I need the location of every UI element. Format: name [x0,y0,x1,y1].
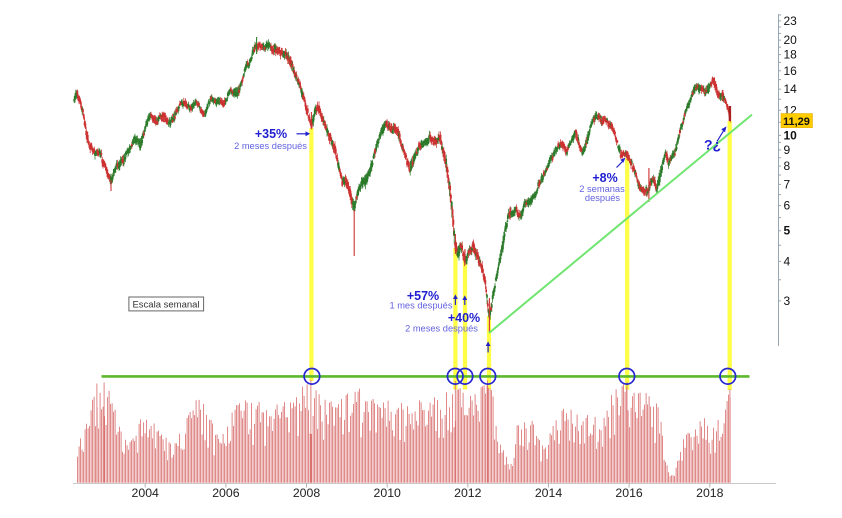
svg-text:+35%: +35% [255,127,287,141]
svg-text:?¿: ?¿ [704,137,721,153]
svg-text:9: 9 [784,143,791,157]
svg-text:2006: 2006 [212,486,240,500]
svg-text:1 mes después: 1 mes después [389,301,452,311]
svg-text:2 meses después: 2 meses después [234,141,307,151]
svg-text:23: 23 [784,14,798,28]
svg-text:8: 8 [784,159,791,173]
svg-text:20: 20 [784,33,798,47]
svg-text:+8%: +8% [592,171,617,185]
svg-text:7: 7 [784,177,791,191]
svg-text:2008: 2008 [293,486,321,500]
svg-text:11,29: 11,29 [783,116,810,128]
svg-text:4: 4 [784,254,791,268]
svg-text:18: 18 [784,48,798,62]
svg-text:2 semanas: 2 semanas [579,184,625,194]
svg-text:2016: 2016 [615,486,643,500]
svg-text:3: 3 [784,294,791,308]
svg-text:16: 16 [784,64,798,78]
svg-text:2018: 2018 [696,486,724,500]
svg-text:6: 6 [784,199,791,213]
svg-text:Escala semanal: Escala semanal [132,299,199,310]
svg-text:10: 10 [784,128,798,142]
svg-text:2004: 2004 [132,486,160,500]
svg-text:después: después [585,193,621,203]
svg-text:5: 5 [784,224,791,238]
svg-text:2 meses después: 2 meses después [405,324,478,334]
svg-text:+57%: +57% [407,289,439,303]
svg-text:+40%: +40% [448,311,480,325]
svg-text:14: 14 [784,82,798,96]
svg-text:2010: 2010 [374,486,402,500]
svg-text:2012: 2012 [454,486,482,500]
svg-text:2014: 2014 [535,486,563,500]
